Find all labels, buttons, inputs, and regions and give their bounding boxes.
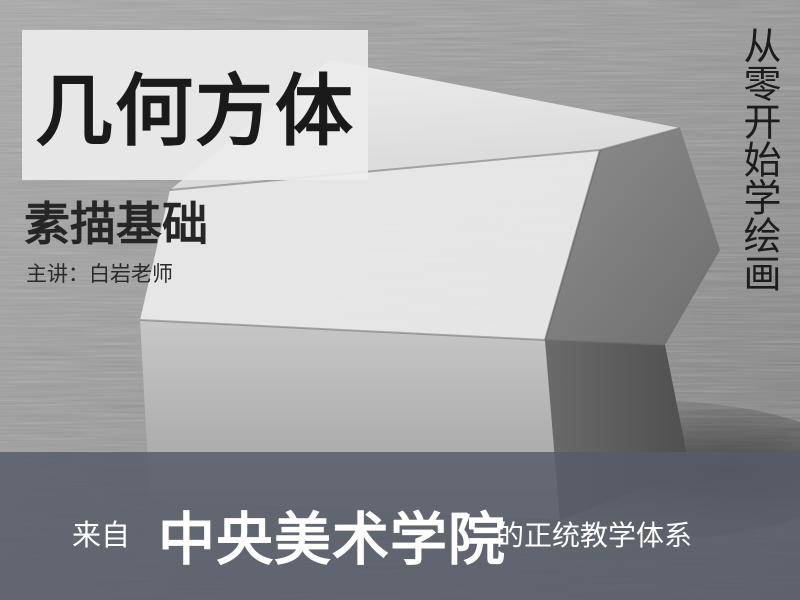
lecturer-label: 主讲：白岩老师: [26, 262, 173, 286]
cover-title: 几何方体: [34, 67, 355, 157]
prism-front-upper-face: [140, 150, 600, 340]
prism-edge-end: [544, 149, 601, 341]
title-panel: 几何方体: [22, 30, 368, 180]
prism-end-upper-face: [545, 128, 720, 345]
bottom-banner: [0, 452, 800, 600]
banner-prefix: 来自: [72, 518, 131, 552]
vertical-slogan: 从零开始学绘画: [737, 26, 781, 292]
banner-academy-name: 中央美术学院: [158, 507, 506, 573]
banner-suffix: 的正统教学体系: [496, 519, 693, 552]
cover-subtitle: 素描基础: [24, 197, 208, 251]
